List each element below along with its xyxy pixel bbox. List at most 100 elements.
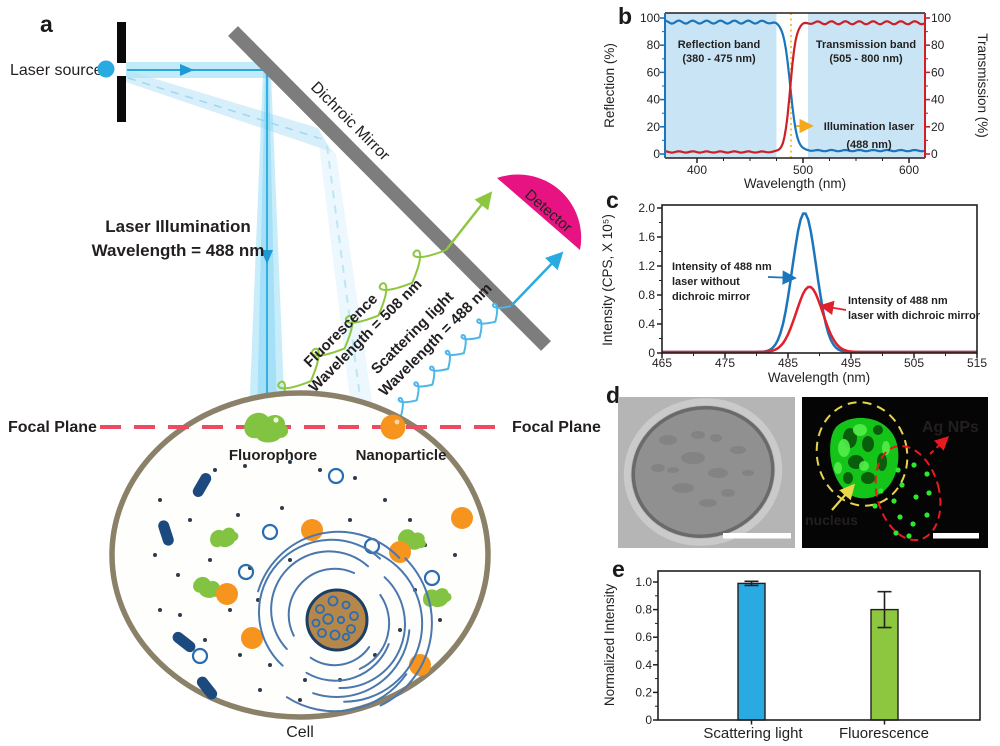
beam-arrow-right-icon: [180, 64, 194, 76]
ag-nps-outline-dashed: [874, 444, 942, 542]
svg-text:dichroic mirror: dichroic mirror: [672, 291, 751, 303]
panel-b-xlabel: Wavelength (nm): [744, 176, 846, 191]
panel-b-ylabel-left: Reflection (%): [602, 43, 617, 128]
nucleus: [305, 588, 369, 652]
panel-c-ylabel: Intensity (CPS, X 10⁵): [600, 214, 615, 346]
panel-e-chart: e 0 0.2 0.4 0.6 0.8 1.0 Scattering light…: [602, 556, 981, 742]
mitochondria-beans: [158, 473, 218, 700]
svg-text:0.4: 0.4: [638, 317, 655, 331]
panel-b-ylabel-right: Transmission (%): [975, 33, 990, 138]
panel-c-chart: c Intensity of 488 nm laser without dich…: [600, 187, 987, 385]
endoplasmic-reticulum-swirls: [257, 530, 433, 713]
panel-c-xlabel: Wavelength (nm): [768, 370, 870, 385]
slit-aperture: [117, 22, 126, 122]
svg-text:80: 80: [647, 38, 661, 52]
svg-text:600: 600: [899, 163, 919, 177]
fluorescence-image: nucleus Ag NPs: [802, 397, 988, 548]
svg-text:Transmission band: Transmission band: [816, 39, 916, 51]
laser-source-dot-icon: [97, 60, 115, 78]
nuclear-pores: [311, 595, 359, 642]
svg-text:60: 60: [647, 65, 661, 79]
panel-c-axes: [657, 204, 978, 358]
illumination-laser-annotation: Illumination laser (488 nm): [796, 118, 915, 151]
nucleus-label: nucleus: [805, 512, 858, 528]
panel-e-label: e: [612, 556, 625, 582]
dichroic-mirror: [228, 26, 551, 351]
brightfield-image: [618, 397, 795, 548]
svg-text:(380 - 475 nm): (380 - 475 nm): [682, 53, 756, 65]
scattering-arrow-icon: [511, 251, 564, 306]
svg-text:40: 40: [931, 93, 945, 107]
svg-text:465: 465: [652, 356, 672, 370]
band-annotations: Reflection band (380 - 475 nm) Transmiss…: [678, 39, 916, 65]
nucleus-arrow-icon: [831, 483, 856, 511]
ag-nps-label: Ag NPs: [922, 419, 979, 436]
blue-ring-vesicles: [191, 467, 441, 665]
svg-text:0.6: 0.6: [635, 630, 652, 644]
panel-d-label: d: [606, 382, 620, 408]
svg-text:60: 60: [931, 65, 945, 79]
ag-nps-arrow-icon: [929, 436, 950, 455]
laser-beams: [126, 62, 374, 418]
panel-b-chart: b Reflection band (380 - 475 nm) Transmi…: [602, 3, 990, 191]
nanoparticle-label: Nanoparticle: [356, 447, 447, 464]
panel-c-label: c: [606, 187, 619, 213]
svg-text:(488 nm): (488 nm): [846, 139, 892, 151]
fluorescence-wave: [276, 249, 447, 415]
svg-text:0: 0: [653, 147, 660, 161]
svg-text:475: 475: [715, 356, 735, 370]
fluorophore: [244, 412, 289, 443]
svg-text:Illumination laser: Illumination laser: [824, 121, 915, 133]
beam-arrow-down-icon: [261, 250, 273, 264]
panel-e-ylabel: Normalized Intensity: [602, 584, 617, 707]
scale-bar-left: [723, 533, 791, 539]
svg-text:80: 80: [931, 38, 945, 52]
svg-text:495: 495: [841, 356, 861, 370]
ag-nps-dots: [872, 462, 932, 539]
focal-plane-label-right: Focal Plane: [512, 419, 601, 436]
laser-illumination-caption: Laser Illumination Wavelength = 488 nm: [92, 217, 265, 260]
fluorescence-arrow-icon: [445, 191, 493, 251]
svg-text:Laser Illumination: Laser Illumination: [105, 217, 250, 236]
panel-b-axes: [660, 12, 930, 163]
svg-text:40: 40: [647, 93, 661, 107]
category-fluorescence: Fluorescence: [839, 725, 929, 742]
panel-c-tick-labels: 0 0.4 0.8 1.2 1.6 2.0 465 475 485 495 50…: [638, 201, 987, 370]
svg-text:500: 500: [793, 163, 813, 177]
panel-b-tick-labels: 0 20 40 60 80 100 0 20 40 60 80 100 400 …: [640, 11, 951, 177]
scattering-wave: [397, 302, 512, 417]
svg-text:0.2: 0.2: [635, 685, 652, 699]
reflection-transmission-bands: [665, 13, 925, 158]
svg-text:0: 0: [931, 147, 938, 161]
error-bar-scattering: [744, 580, 759, 587]
svg-text:0: 0: [645, 713, 652, 727]
detector: [497, 174, 582, 250]
svg-text:laser with dichroic mirror: laser with dichroic mirror: [848, 310, 981, 322]
svg-text:485: 485: [778, 356, 798, 370]
svg-text:Reflection band: Reflection band: [678, 39, 761, 51]
fluorophore-label: Fluorophore: [229, 447, 317, 464]
svg-text:100: 100: [640, 11, 660, 25]
scale-bar-right: [933, 533, 979, 539]
panel-a-label: a: [40, 11, 53, 37]
panel-b-label: b: [618, 3, 632, 29]
svg-text:400: 400: [687, 163, 707, 177]
reflection-curve: [664, 19, 925, 153]
svg-text:2.0: 2.0: [638, 201, 655, 215]
panel-e-tick-labels: 0 0.2 0.4 0.6 0.8 1.0: [635, 575, 652, 727]
panel-e-axes: [653, 570, 981, 725]
nanoparticle: [380, 414, 406, 440]
svg-text:0.4: 0.4: [635, 658, 652, 672]
error-bar-fluorescence: [877, 590, 892, 629]
svg-text:20: 20: [931, 120, 945, 134]
svg-text:0.8: 0.8: [638, 288, 655, 302]
svg-text:1.0: 1.0: [635, 575, 652, 589]
laser-source-label: Laser source: [10, 62, 103, 79]
svg-text:1.2: 1.2: [638, 259, 655, 273]
svg-text:100: 100: [931, 11, 951, 25]
svg-text:Wavelength = 488 nm: Wavelength = 488 nm: [92, 241, 265, 260]
cell-outline: [109, 390, 491, 720]
svg-text:Intensity of 488 nm: Intensity of 488 nm: [672, 261, 772, 273]
focal-plane-label-left: Focal Plane: [8, 419, 97, 436]
